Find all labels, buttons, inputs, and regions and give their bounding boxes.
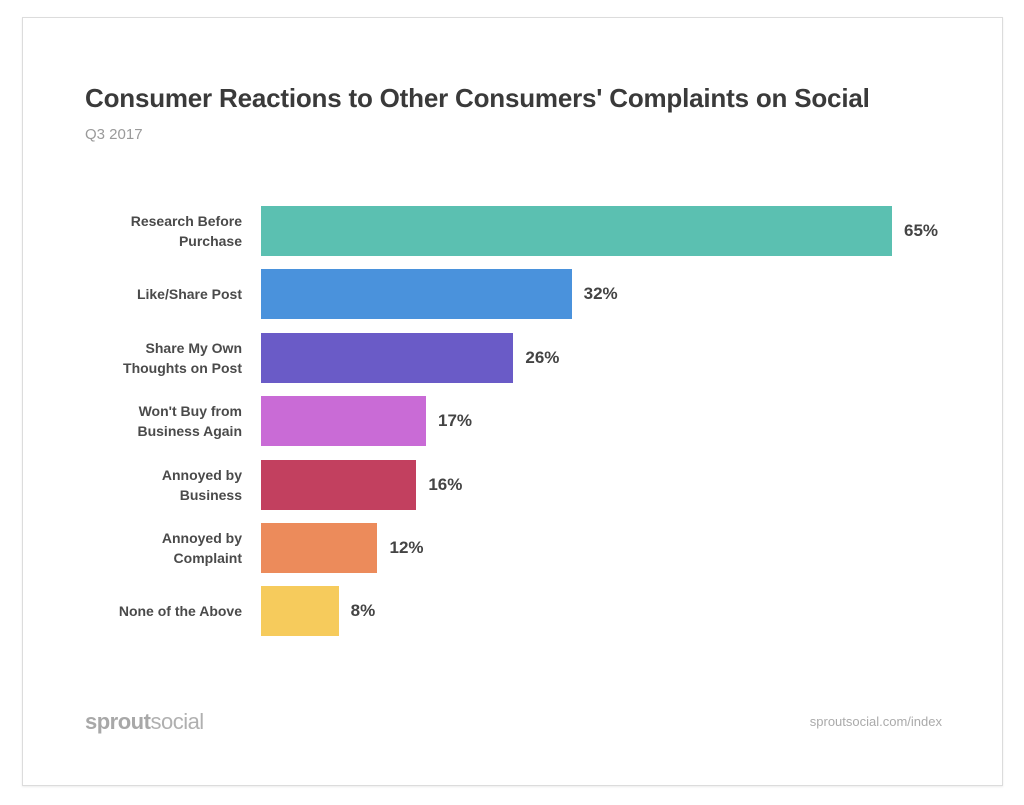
- chart-title: Consumer Reactions to Other Consumers' C…: [85, 83, 870, 113]
- category-label: Like/Share Post: [42, 284, 242, 304]
- logo-bold: sprout: [85, 709, 151, 734]
- category-label: Share My Own Thoughts on Post: [42, 338, 242, 378]
- category-label-line: Like/Share Post: [136, 286, 242, 303]
- logo-light: social: [150, 709, 204, 734]
- value-label: 12%: [389, 538, 424, 557]
- category-label-line: Share My Own: [145, 339, 242, 356]
- category-label: Won't Buy from Business Again: [42, 401, 242, 441]
- bar: [261, 269, 572, 320]
- value-label: 8%: [350, 601, 376, 621]
- chart-card: [22, 17, 1003, 786]
- source-link[interactable]: sproutsocial.com/index: [809, 714, 942, 729]
- category-label-line: Purchase: [178, 233, 242, 249]
- bar: [261, 206, 892, 256]
- sproutsocial-logo: sproutsocial: [85, 709, 204, 735]
- value-label: 17%: [438, 411, 473, 431]
- category-label: Research Before Purchase: [42, 211, 242, 251]
- category-label-line: Business Again: [137, 423, 242, 440]
- bar: [261, 459, 417, 510]
- category-label-line: Business: [179, 486, 242, 503]
- category-label-line: Research Before: [130, 213, 242, 229]
- category-label-line: Annoyed by: [161, 530, 242, 546]
- value-label: 32%: [583, 284, 618, 304]
- category-label: Annoyed by Business: [42, 465, 242, 505]
- category-label-line: Thoughts on Post: [123, 359, 242, 376]
- bar: [261, 586, 339, 637]
- category-label-line: None of the Above: [118, 603, 242, 620]
- category-label: Annoyed by Complaint: [42, 528, 242, 568]
- value-label: 26%: [525, 347, 560, 367]
- bar: [261, 523, 378, 573]
- chart-subtitle: Q3 2017: [85, 126, 143, 143]
- category-label-line: Complaint: [173, 550, 242, 566]
- bar: [261, 396, 427, 447]
- category-label: None of the Above: [42, 601, 242, 621]
- value-label: 65%: [904, 221, 939, 240]
- category-label-line: Annoyed by: [161, 466, 242, 483]
- value-label: 16%: [428, 474, 463, 494]
- bar: [261, 332, 514, 383]
- category-label-line: Won't Buy from: [138, 403, 242, 420]
